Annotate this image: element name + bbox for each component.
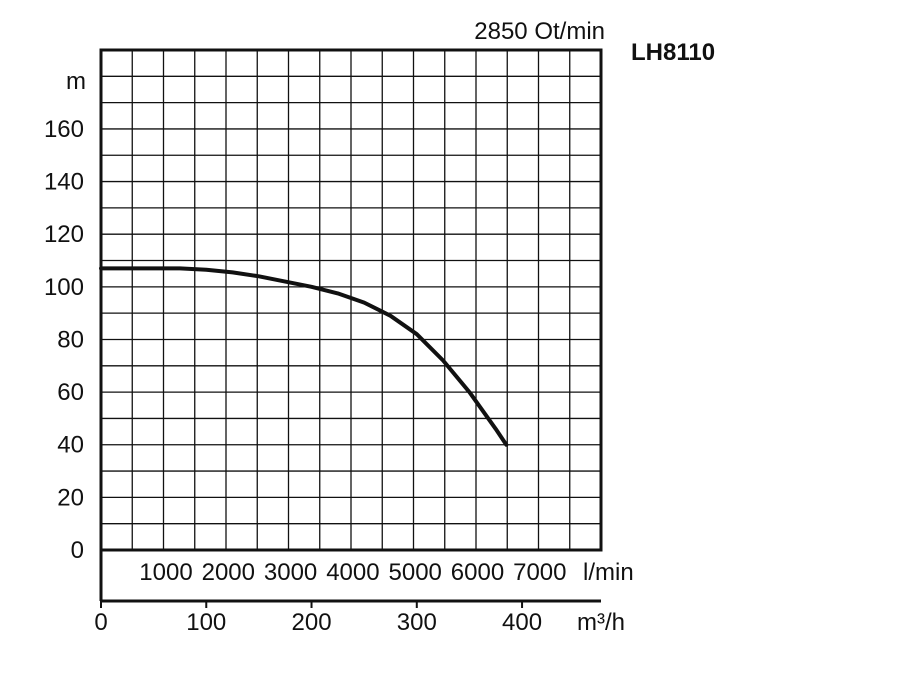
x-tick-label-m3h: 400 [502, 609, 542, 636]
x-tick-label-lmin: 1000 [139, 559, 192, 586]
subtitle: 2850 Ot/min [474, 18, 605, 45]
x-tick-label-lmin: 5000 [389, 559, 442, 586]
x-tick-label-lmin: 2000 [202, 559, 255, 586]
x-tick-label-lmin: 4000 [326, 559, 379, 586]
series-layer [99, 266, 509, 447]
chart-title: LH8110 [631, 39, 715, 66]
y-tick-label: 160 [44, 116, 84, 143]
y-tick-label: 140 [44, 169, 84, 196]
x-tick-label-m3h: 300 [397, 609, 437, 636]
y-tick-label: 80 [57, 326, 84, 353]
grid-lines [101, 50, 601, 550]
x-axis-unit-lmin: l/min [583, 559, 634, 586]
x-tick-labels-m3h: 0 100 200 300 400 [94, 609, 542, 636]
x-tick-label-m3h: 0 [94, 609, 107, 636]
y-tick-label: 100 [44, 274, 84, 301]
x-tick-label-m3h: 200 [292, 609, 332, 636]
x-tick-label-lmin: 6000 [451, 559, 504, 586]
x-tick-label-m3h: 100 [186, 609, 226, 636]
plot-border [99, 48, 603, 552]
x-tick-label-lmin: 3000 [264, 559, 317, 586]
x-tick-labels-lmin: 1000 2000 3000 4000 5000 6000 7000 [139, 559, 566, 586]
chart-frame [99, 48, 603, 608]
y-tick-label: 60 [57, 379, 84, 406]
x-axis-unit-m3h: m³/h [577, 609, 625, 636]
y-tick-label: 120 [44, 221, 84, 248]
x-tick-label-lmin: 7000 [513, 559, 566, 586]
y-tick-label: 0 [71, 537, 84, 564]
y-tick-label: 20 [57, 484, 84, 511]
y-axis-label: m [66, 68, 86, 95]
y-tick-labels: 0 20 40 60 80 100 120 140 160 [44, 116, 84, 564]
head-curve-line [99, 266, 509, 447]
y-tick-label: 40 [57, 432, 84, 459]
